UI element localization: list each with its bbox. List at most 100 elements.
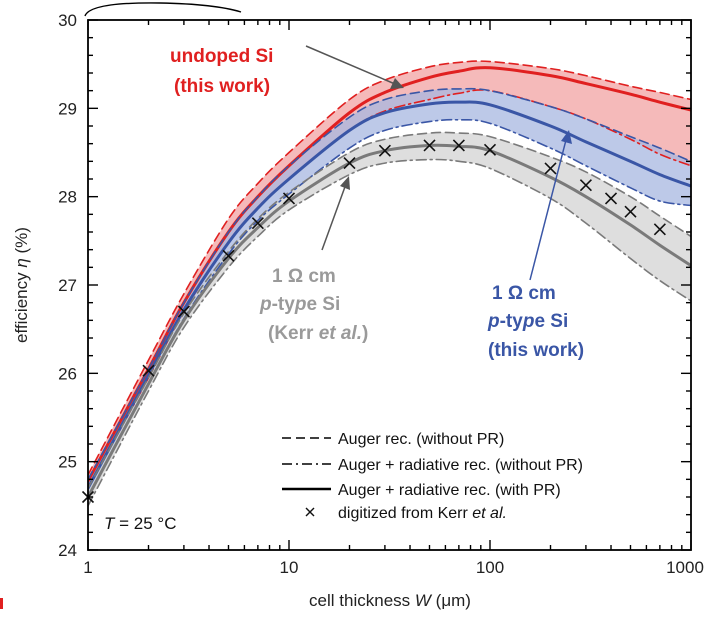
kerr-marker-stroke	[177, 305, 190, 318]
y-axis-title: efficiency η (%)	[12, 227, 31, 343]
kerr-marker	[282, 192, 296, 205]
uncertainty-bands	[88, 61, 691, 506]
annotation-undoped: undoped Si (this work)	[170, 45, 404, 97]
annotation-italic: p	[487, 311, 500, 332]
annotation-text: -ty	[272, 294, 296, 315]
kerr-marker	[251, 217, 264, 230]
y-tick-label: 28	[58, 188, 77, 207]
kerr-marker-stroke	[423, 139, 436, 152]
annotation-kerr: 1 Ω cm p-type Si (Kerr et al.)	[259, 176, 368, 344]
kerr-marker-stroke	[142, 364, 155, 377]
kerr-marker-stroke	[604, 192, 618, 205]
annotation-blue-line3: (this work)	[488, 340, 584, 361]
axis-symbol: η	[12, 258, 31, 267]
band-group-0	[88, 61, 691, 489]
annotation-arrowhead-blue	[561, 130, 572, 144]
x-tick-labels: 1 10 100 1000	[83, 558, 704, 577]
annotation-text: e Si	[306, 294, 340, 315]
legend: Auger rec. (without PR) Auger + radiativ…	[282, 431, 583, 522]
annotation-kerr-line3: (Kerr et al.)	[268, 323, 368, 344]
axis-ticks	[87, 19, 692, 551]
kerr-marker	[624, 205, 637, 218]
x-tick-label: 1	[83, 558, 92, 577]
kerr-marker-stroke	[624, 205, 637, 218]
kerr-marker	[343, 157, 356, 170]
kerr-marker-stroke	[483, 143, 497, 156]
annotation-kerr-line1: 1 Ω cm	[272, 266, 336, 287]
annotation-italic: et al.	[319, 323, 362, 344]
annotation-text: (Kerr	[268, 323, 319, 344]
kerr-marker	[653, 223, 666, 236]
legend-label-marker: digitized from Kerr et al.	[338, 505, 507, 522]
kerr-marker-stroke	[343, 157, 356, 170]
annotation-blue: 1 Ω cm p-type Si (this work)	[487, 130, 584, 361]
x-tick-label: 10	[280, 558, 299, 577]
kerr-marker	[423, 139, 436, 152]
legend-label-dashdot: Auger + radiative rec. (without PR)	[338, 457, 583, 474]
kerr-marker-stroke	[378, 144, 391, 157]
kerr-marker-stroke	[222, 249, 235, 262]
kerr-marker	[222, 249, 235, 262]
annotation-arrow-kerr	[321, 183, 347, 251]
kerr-marker	[579, 179, 592, 192]
annotation-undoped-line2: (this work)	[174, 76, 270, 97]
series-1-dashed	[88, 87, 691, 481]
kerr-marker-stroke	[579, 179, 592, 192]
annotation-blue-line2: p-type Si	[487, 311, 568, 332]
annotation-italic: p	[259, 294, 272, 315]
annotation-arrowhead-kerr	[340, 176, 350, 190]
y-tick-label: 29	[58, 99, 77, 118]
annotation-undoped-line1: undoped Si	[170, 46, 273, 67]
kerr-marker-stroke	[452, 139, 465, 152]
annotation-arrow-undoped	[305, 45, 396, 85]
y-tick-label: 26	[58, 364, 77, 383]
legend-label-marker-italic: et al.	[472, 505, 507, 522]
decorative-stroke	[84, 2, 242, 17]
kerr-marker	[483, 143, 497, 156]
y-tick-labels: 24 25 26 27 28 29 30	[58, 11, 77, 560]
x-tick-label: 100	[476, 558, 504, 577]
axis-title-part: cell thickness	[309, 591, 410, 610]
legend-label-marker-prefix: digitized from Kerr	[338, 505, 472, 522]
axis-title-part: (μm)	[436, 591, 471, 610]
annotation-kerr-line2: p-type Si	[259, 294, 340, 315]
kerr-marker-stroke	[653, 223, 666, 236]
legend-label-solid: Auger + radiative rec. (with PR)	[338, 482, 561, 499]
y-tick-label: 25	[58, 453, 77, 472]
kerr-marker	[177, 305, 190, 318]
annotation-text: -ty	[500, 311, 524, 332]
kerr-marker	[604, 192, 618, 205]
annotation-italic: p	[522, 311, 535, 332]
temperature-value: = 25 °C	[114, 514, 176, 533]
axis-title-part: efficiency	[12, 268, 31, 343]
annotation-arrow-blue	[529, 139, 567, 281]
kerr-marker-stroke	[544, 162, 557, 175]
y-tick-label: 30	[58, 11, 77, 30]
temperature-note: T = 25 °C	[104, 514, 176, 533]
kerr-marker	[142, 364, 155, 377]
temperature-symbol: T	[104, 514, 116, 533]
axis-title-part: (%)	[12, 227, 31, 258]
kerr-marker	[544, 162, 557, 175]
series-1-solid	[88, 100, 691, 490]
kerr-marker	[378, 144, 391, 157]
y-tick-label: 27	[58, 276, 77, 295]
annotation-text: )	[362, 323, 368, 344]
kerr-marker-stroke	[282, 192, 296, 205]
series-2-solid	[88, 143, 691, 499]
annotation-italic: p	[294, 294, 307, 315]
legend-label-dashed: Auger rec. (without PR)	[338, 431, 504, 448]
kerr-marker-stroke	[251, 217, 264, 230]
decorative-mark	[0, 598, 3, 609]
kerr-markers	[81, 139, 666, 504]
axis-symbol: W	[410, 591, 436, 610]
annotation-blue-line1: 1 Ω cm	[492, 283, 556, 304]
annotation-text: e Si	[534, 311, 568, 332]
x-tick-label: 1000	[666, 558, 704, 577]
series-2-dashdot	[88, 158, 691, 507]
y-tick-label: 24	[58, 541, 77, 560]
kerr-marker	[452, 139, 465, 152]
annotation-arrowhead-undoped	[390, 78, 404, 89]
legend-swatch-marker	[305, 507, 315, 517]
